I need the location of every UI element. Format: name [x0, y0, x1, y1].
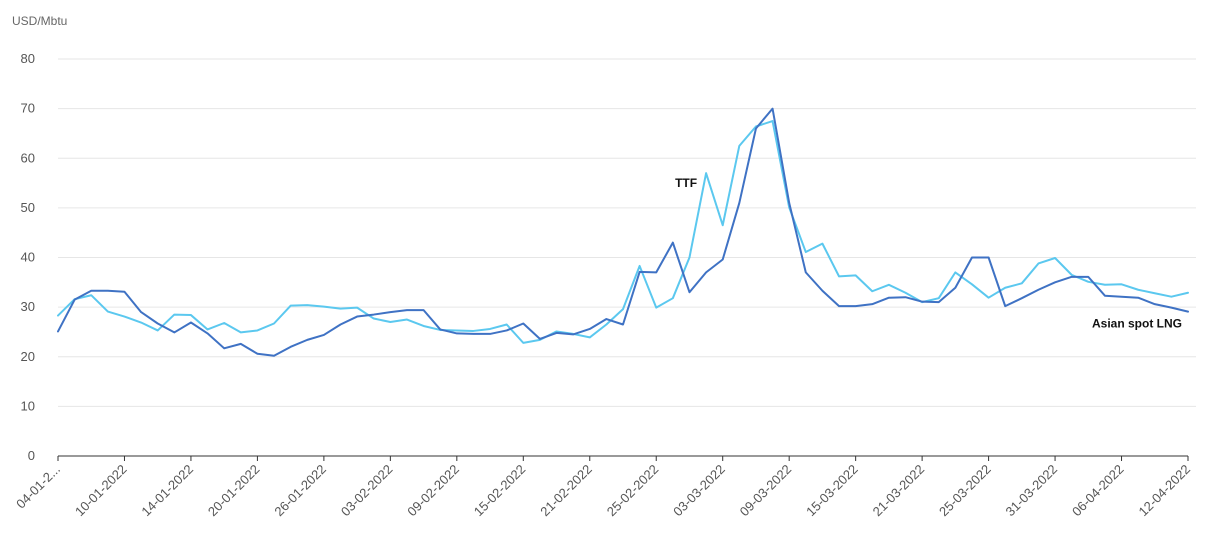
x-tick-label: 09-03-2022 [737, 462, 795, 520]
series-lines [57, 107, 1189, 357]
x-tick-label: 04-01-2... [13, 462, 63, 512]
grid-lines [58, 58, 1196, 407]
x-tick-label: 12-04-2022 [1135, 462, 1193, 520]
x-tick-label: 10-01-2022 [72, 462, 130, 520]
y-tick-label-40: 40 [21, 250, 35, 265]
x-tick-label: 25-02-2022 [604, 462, 662, 520]
y-axis-unit-label: USD/Mbtu [12, 14, 68, 28]
y-tick-label-10: 10 [21, 398, 35, 413]
y-tick-label-30: 30 [21, 299, 35, 314]
x-tick-label: 21-03-2022 [870, 462, 928, 520]
series-line-ttf [57, 120, 1189, 344]
x-tick-label: 06-04-2022 [1069, 462, 1127, 520]
x-tick-label: 21-02-2022 [537, 462, 595, 520]
x-tick-label: 14-01-2022 [138, 462, 196, 520]
x-tick-label: 25-03-2022 [936, 462, 994, 520]
y-tick-label-50: 50 [21, 200, 35, 215]
x-tick-label: 20-01-2022 [205, 462, 263, 520]
y-tick-label-0: 0 [28, 448, 35, 463]
y-axis-ticks: 0 10 20 30 40 50 60 70 80 [21, 51, 35, 463]
x-tick-label: 03-03-2022 [670, 462, 728, 520]
series-annotation-ttf: TTF [675, 176, 697, 190]
x-tick-label: 15-03-2022 [803, 462, 861, 520]
series-annotations: TTF Asian spot LNG [675, 176, 1182, 330]
x-tick-label: 15-02-2022 [471, 462, 529, 520]
y-tick-label-70: 70 [21, 101, 35, 116]
y-tick-label-60: 60 [21, 150, 35, 165]
x-tick-label: 26-01-2022 [271, 462, 329, 520]
x-tick-label: 09-02-2022 [404, 462, 462, 520]
x-tick-label: 03-02-2022 [338, 462, 396, 520]
y-tick-label-20: 20 [21, 349, 35, 364]
y-tick-label-80: 80 [21, 51, 35, 66]
x-tick-label: 31-03-2022 [1003, 462, 1061, 520]
x-axis: 04-01-2... 10-01-2022 14-01-2022 20-01-2022… [13, 455, 1193, 520]
series-annotation-asian-spot-lng: Asian spot LNG [1092, 317, 1182, 331]
series-line-asian-spot-lng [57, 107, 1189, 357]
